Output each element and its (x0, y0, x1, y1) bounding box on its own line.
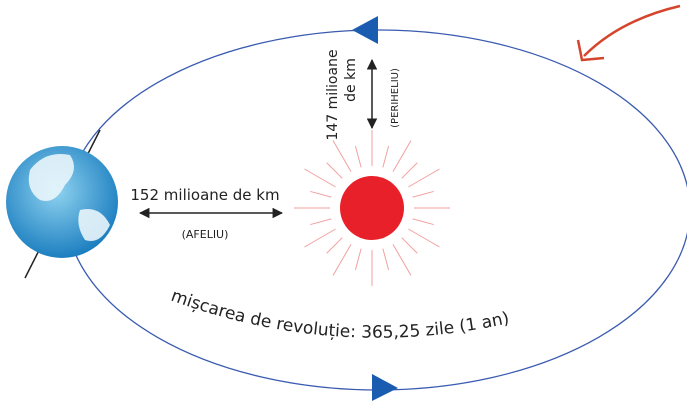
sun-ray (332, 140, 352, 172)
pointer-arrow-head (576, 39, 605, 62)
perihelion-label: (PERIHELIU) (390, 68, 401, 128)
sun-ray (412, 218, 434, 226)
sun-ray (332, 244, 352, 276)
sun-ray (392, 140, 412, 172)
sun-ray (382, 146, 390, 168)
sun-ray (310, 218, 332, 226)
perihelion-distance: de km (343, 58, 359, 102)
sun-ray (354, 248, 362, 270)
orbit-caption-path: mișcarea de revoluție: 365,25 zile (1 an… (168, 286, 511, 343)
sun-ray (304, 168, 336, 188)
aphelion-distance: 152 milioane de km (130, 186, 279, 204)
earth-land (28, 154, 74, 201)
perihelion-distance: 147 milioane (325, 49, 341, 140)
earth-land (78, 209, 110, 241)
sun (340, 176, 404, 240)
pointer-arrow (583, 4, 681, 57)
sun-ray (326, 162, 343, 179)
sun-ray (408, 228, 440, 248)
sun-ray (354, 146, 362, 168)
sun-ray (326, 237, 343, 254)
sun-ray (392, 244, 412, 276)
sun-ray (401, 237, 418, 254)
sun-rays (294, 130, 450, 286)
sun-ray (382, 248, 390, 270)
direction-arrow (352, 16, 378, 44)
sun-ray (408, 168, 440, 188)
sun-ray (304, 228, 336, 248)
sun-ray (401, 162, 418, 179)
orbit-caption: mișcarea de revoluție: 365,25 zile (1 an… (168, 286, 511, 343)
direction-arrow (372, 374, 398, 401)
sun-ray (412, 190, 434, 198)
sun-ray (310, 190, 332, 198)
aphelion-label: (AFELIU) (182, 228, 229, 241)
